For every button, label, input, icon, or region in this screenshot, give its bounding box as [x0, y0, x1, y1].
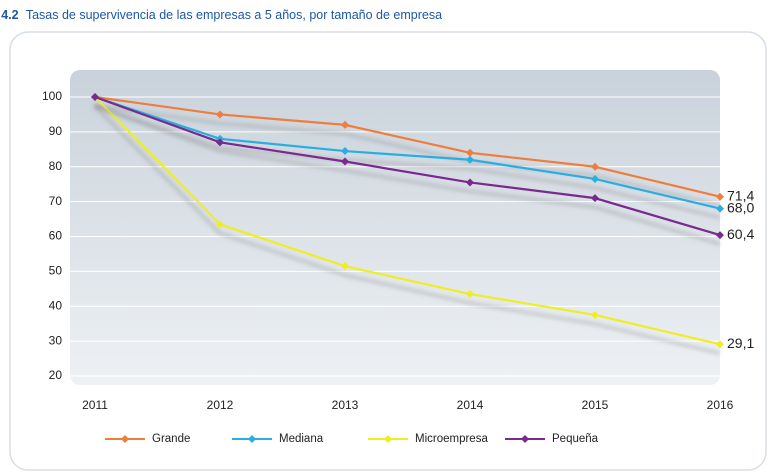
- point: [716, 340, 724, 349]
- point: [341, 147, 349, 156]
- point: [591, 194, 599, 203]
- y-tick-label: 90: [49, 124, 63, 138]
- figure-label: Gráfico 4.2: [0, 8, 19, 22]
- point: [466, 155, 474, 164]
- point: [216, 110, 224, 119]
- x-tick-label: 2016: [707, 398, 734, 412]
- legend-label: Mediana: [279, 433, 324, 445]
- y-tick-label: 40: [49, 298, 63, 312]
- x-tick-label: 2015: [582, 398, 609, 412]
- y-tick-label: 20: [49, 368, 63, 382]
- legend-marker: [248, 435, 256, 443]
- point: [466, 148, 474, 157]
- chart-title: Gráfico 4.2 Tasas de supervivencia de la…: [0, 8, 442, 22]
- y-tick-label: 30: [49, 333, 63, 347]
- y-tick-label: 100: [42, 89, 62, 103]
- value-label: 29,1: [727, 335, 754, 351]
- legend-label: Grande: [152, 433, 190, 445]
- y-tick-label: 70: [49, 194, 63, 208]
- y-tick-label: 50: [49, 264, 63, 278]
- point: [716, 192, 724, 201]
- series-line: [94, 96, 721, 346]
- x-tick-label: 2011: [82, 398, 108, 412]
- y-tick-label: 80: [49, 159, 63, 173]
- point: [591, 162, 599, 171]
- series-line: [94, 95, 721, 237]
- point: [341, 157, 349, 166]
- value-label: 60,4: [727, 226, 754, 242]
- point: [716, 231, 724, 240]
- point: [216, 220, 224, 229]
- point: [341, 262, 349, 271]
- legend-label: Pequeña: [552, 433, 599, 445]
- series-line: [94, 95, 721, 198]
- point: [216, 138, 224, 147]
- point: [466, 290, 474, 299]
- point: [716, 204, 724, 213]
- point: [341, 120, 349, 129]
- legend-marker: [521, 435, 529, 443]
- y-tick-label: 60: [49, 229, 63, 243]
- point: [466, 178, 474, 187]
- value-label: 71,4: [727, 187, 754, 203]
- legend-label: Microempresa: [415, 433, 488, 445]
- point: [591, 310, 599, 319]
- value-label: 68,0: [727, 199, 754, 215]
- legend-marker: [121, 435, 129, 443]
- legend-marker: [384, 435, 392, 443]
- point: [591, 174, 599, 183]
- x-tick-label: 2012: [207, 398, 234, 412]
- title-text: Tasas de supervivencia de las empresas a…: [26, 8, 442, 22]
- x-tick-label: 2014: [457, 398, 484, 412]
- series-line: [94, 95, 721, 210]
- point: [91, 93, 99, 101]
- plot-area: [70, 70, 720, 385]
- x-tick-label: 2013: [332, 398, 359, 412]
